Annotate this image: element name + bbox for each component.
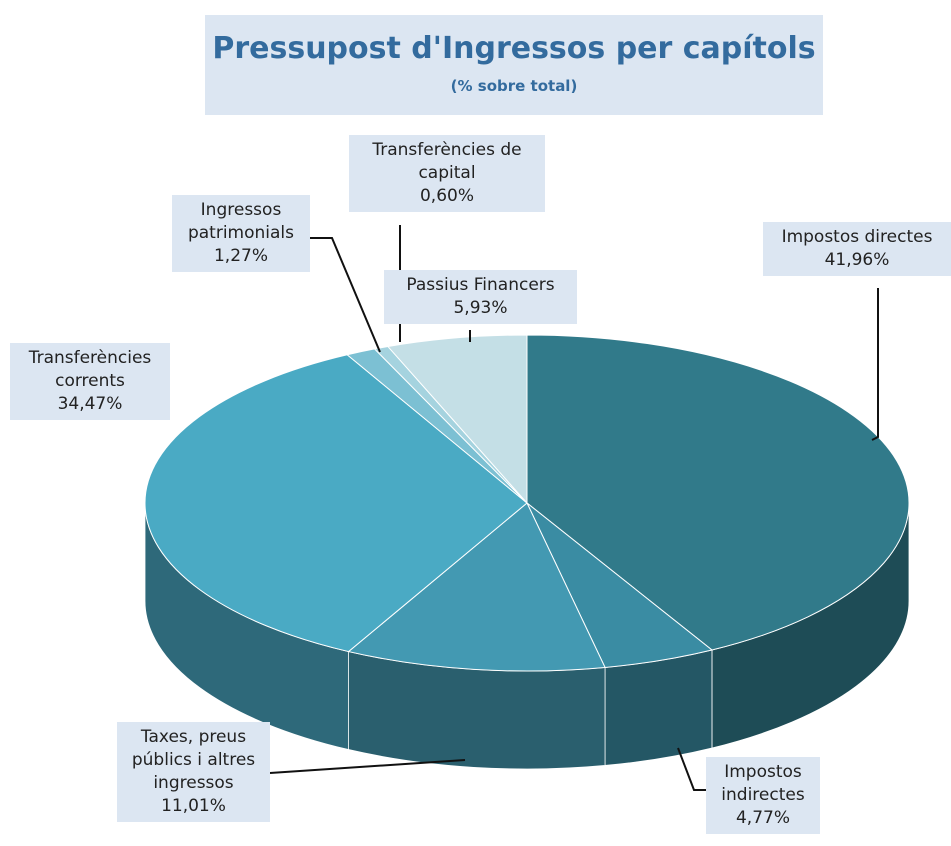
leader-line xyxy=(871,288,879,441)
leader-line xyxy=(310,237,381,353)
data-label: Taxes, preus públics i altres ingressos 1… xyxy=(117,722,270,822)
data-label: Ingressos patrimonials 1,27% xyxy=(172,195,310,272)
title-box: Pressupost d'Ingressos per capítols (% s… xyxy=(205,15,823,115)
label-name: Taxes, preus públics i altres ingressos xyxy=(131,727,256,793)
data-label: Impostos indirectes 4,77% xyxy=(706,757,820,834)
label-name: Transferències de capital xyxy=(372,140,522,183)
label-value: 41,96% xyxy=(824,250,890,270)
label-value: 4,77% xyxy=(735,808,790,828)
data-label: Transferències de capital 0,60% xyxy=(349,135,545,212)
slice xyxy=(386,334,528,505)
chart-subtitle: (% sobre total) xyxy=(450,77,578,95)
label-name: Ingressos patrimonials xyxy=(187,200,295,243)
data-label: Passius Financers 5,93% xyxy=(384,270,577,324)
slice xyxy=(347,502,606,672)
chart-title: Pressupost d'Ingressos per capítols xyxy=(212,31,816,66)
label-name: Impostos indirectes xyxy=(721,762,805,805)
label-name: Passius Financers xyxy=(406,275,555,295)
label-value: 11,01% xyxy=(161,796,226,816)
label-value: 0,60% xyxy=(419,186,474,206)
slice-side xyxy=(604,649,713,766)
data-label: Impostos directes 41,96% xyxy=(763,222,951,276)
label-value: 34,47% xyxy=(57,394,123,414)
pie xyxy=(144,334,910,770)
leader-line xyxy=(269,759,466,774)
label-value: 5,93% xyxy=(453,298,508,318)
slice xyxy=(144,354,528,653)
leader-line xyxy=(677,747,706,791)
data-label: Transferències corrents 34,47% xyxy=(10,343,170,420)
label-value: 1,27% xyxy=(213,246,268,266)
label-name: Impostos directes xyxy=(781,227,933,247)
slice xyxy=(526,334,910,651)
label-name: Transferències corrents xyxy=(28,348,152,391)
